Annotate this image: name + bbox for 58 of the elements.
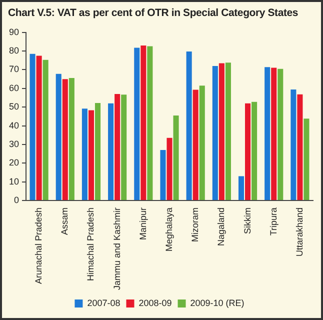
x-tick-label: Manipur [138,207,148,240]
y-tick-label: 40 [8,120,20,130]
bar [264,67,270,200]
bar [36,56,42,200]
bar [147,46,153,200]
bar [140,45,146,200]
bar [121,94,127,200]
bar [199,86,205,200]
bar [56,74,62,200]
y-tick-label: 70 [8,64,20,74]
y-tick-label: 60 [8,82,20,93]
y-tick-label: 80 [8,46,20,56]
bar [166,138,172,200]
bar [62,79,68,200]
bar [134,48,140,200]
bar [290,90,296,200]
bar [212,66,218,200]
x-tick-label: Himachal Pradesh [86,207,96,282]
x-tick-label: Sikkim [242,207,252,234]
x-tick-label: Jammu and Kashmir [112,207,122,290]
x-tick-label: Uttarakhand [294,207,304,256]
y-tick-label: 10 [8,176,20,186]
legend-label: 2008-09 [138,298,172,308]
bar [186,51,192,200]
bar [88,110,94,200]
bar [108,103,114,200]
x-tick-label: Mizoram [190,207,200,242]
legend-label: 2009-10 (RE) [190,298,244,308]
bar [173,116,179,200]
bar [192,90,198,200]
bar [297,94,303,200]
bar [42,60,48,200]
chart-title: Chart V.5: VAT as per cent of OTR in Special Category States [8,7,298,19]
bar [271,68,277,200]
y-tick-label: 50 [8,102,20,112]
bar [304,118,310,200]
x-tick-label: Arunachal Pradesh [34,207,44,284]
bar [68,78,74,200]
y-tick-label: 0 [14,194,20,205]
x-tick-label: Meghalaya [164,207,174,252]
bar [82,108,88,200]
y-tick-label: 90 [8,26,20,37]
bar [30,54,36,200]
bar [252,102,258,200]
bar [114,94,120,200]
bar [225,62,231,200]
x-tick-label: Assam [60,207,70,235]
x-tick-label: Nagaland [216,207,226,246]
bar [160,150,166,200]
y-tick-label: 20 [8,158,20,168]
bar [94,102,101,200]
bar [238,176,244,200]
x-tick-label: Tripura [268,207,278,236]
bar [218,63,224,200]
y-tick-label: 30 [8,138,20,149]
bar [245,103,251,200]
legend-label: 2007-08 [87,298,120,308]
bar [278,68,284,200]
